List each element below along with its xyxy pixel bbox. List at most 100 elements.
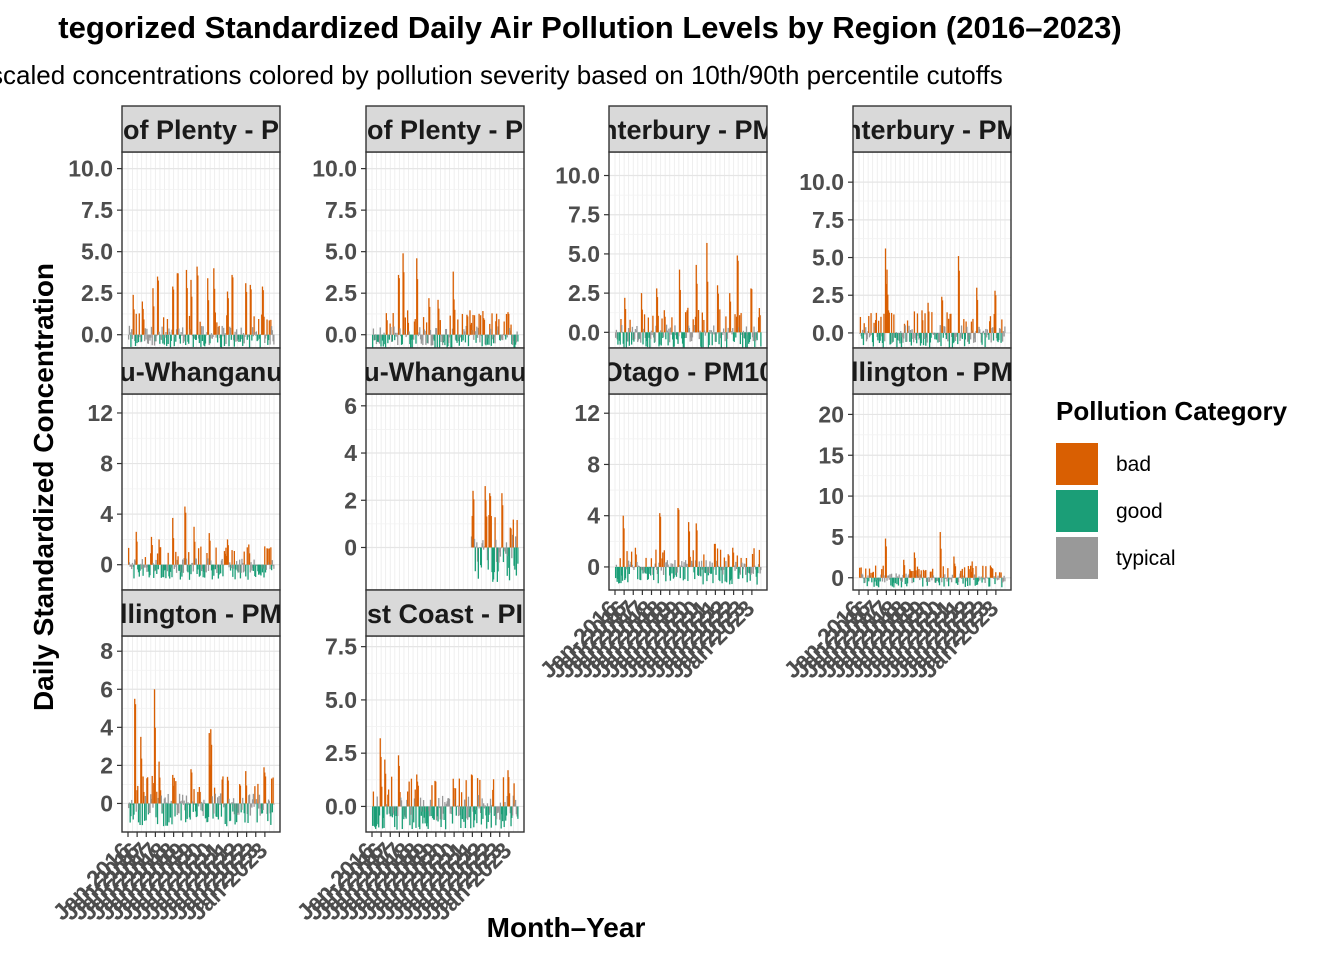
bar-good (143, 803, 146, 821)
bar-typical (515, 806, 518, 815)
bar-good (378, 806, 381, 816)
bar-good (209, 334, 211, 344)
facet-strip-label: u-Whanganu (363, 357, 526, 387)
bar-good (961, 332, 963, 340)
bar-good (879, 332, 881, 341)
bar-typical (216, 564, 219, 568)
bar-bad (890, 312, 893, 333)
bar-typical (447, 798, 449, 807)
bar-typical (941, 576, 944, 578)
bar-typical (675, 332, 677, 336)
bar-typical (629, 564, 631, 567)
bar-good (232, 564, 234, 577)
bar-typical (266, 803, 268, 814)
bar-typical (258, 803, 260, 809)
bar-typical (219, 564, 221, 568)
bar-typical (959, 332, 961, 341)
bar-bad (878, 320, 880, 333)
bar-bad (268, 320, 270, 335)
bar-typical (220, 793, 222, 804)
bar-good (697, 566, 700, 576)
bar-typical (184, 803, 186, 811)
bar-typical (959, 573, 961, 578)
bar-good (137, 334, 140, 343)
bar-good (195, 334, 197, 340)
bar-bad (264, 776, 267, 804)
bar-bad (661, 558, 663, 567)
bar-bad (246, 547, 248, 565)
bar-good (909, 332, 911, 342)
bar-bad (162, 317, 165, 335)
bar-good (868, 577, 870, 582)
bar-typical (146, 328, 148, 335)
bar-good (617, 566, 619, 580)
bar-typical (465, 325, 467, 335)
bar-typical (686, 563, 688, 567)
bar-typical (670, 563, 672, 567)
bar-typical (707, 566, 709, 573)
bar-good (212, 564, 214, 570)
bar-bad (695, 523, 697, 567)
bar-typical (210, 334, 212, 339)
bar-typical (229, 326, 231, 335)
bar-bad (141, 301, 143, 335)
bar-good (215, 803, 217, 817)
bar-good (440, 806, 442, 828)
bar-typical (230, 564, 232, 569)
bar-typical (752, 332, 754, 342)
bar-bad (208, 533, 210, 565)
bar-bad (619, 558, 621, 567)
bar-bad (645, 557, 647, 567)
bar-good (205, 803, 207, 818)
bar-bad (963, 567, 966, 578)
bar-bad (874, 319, 877, 333)
bar-typical (223, 564, 225, 566)
y-tick-label: 12 (87, 400, 113, 426)
bar-bad (635, 554, 637, 567)
bar-typical (216, 797, 219, 804)
bar-series (372, 738, 519, 830)
bar-typical (166, 564, 169, 572)
bar-bad (190, 279, 192, 335)
bar-good (153, 564, 155, 578)
bar-good (238, 334, 240, 342)
bar-good (129, 803, 131, 823)
bar-good (181, 564, 183, 577)
bar-bad (954, 563, 956, 578)
bar-good (237, 334, 239, 340)
bar-bad (931, 312, 933, 333)
bar-typical (754, 565, 756, 567)
bar-typical (960, 332, 962, 338)
bar-typical (627, 560, 630, 567)
bar-typical (128, 803, 130, 809)
facet-panel: llington - PM02468Jan-2016Jan-2016Jan-20… (48, 589, 282, 925)
bar-typical (634, 566, 636, 568)
bar-good (257, 564, 259, 572)
bar-typical (514, 803, 516, 807)
bar-typical (137, 334, 139, 339)
bar-typical (403, 329, 406, 335)
bar-good (625, 332, 627, 348)
bar-typical (181, 794, 184, 804)
facet-strip-label: llington - PM (120, 599, 282, 629)
bar-good (948, 332, 951, 348)
bar-typical (980, 576, 982, 578)
bar-typical (255, 564, 258, 567)
bar-typical (181, 800, 183, 804)
bar-good (710, 566, 713, 574)
bar-bad (991, 568, 993, 578)
bar-bad (723, 557, 726, 567)
bar-typical (413, 334, 415, 340)
bar-typical (131, 564, 133, 570)
bar-good (229, 803, 231, 822)
bar-typical (152, 803, 154, 808)
bar-typical (402, 806, 404, 808)
chart-title: tegorized Standardized Daily Air Polluti… (58, 10, 1122, 45)
bar-typical (180, 564, 182, 573)
y-tick-label: 4 (100, 501, 113, 527)
bar-typical (160, 334, 162, 340)
bar-bad (158, 761, 160, 804)
bar-good (495, 806, 497, 826)
bar-good (628, 332, 630, 346)
